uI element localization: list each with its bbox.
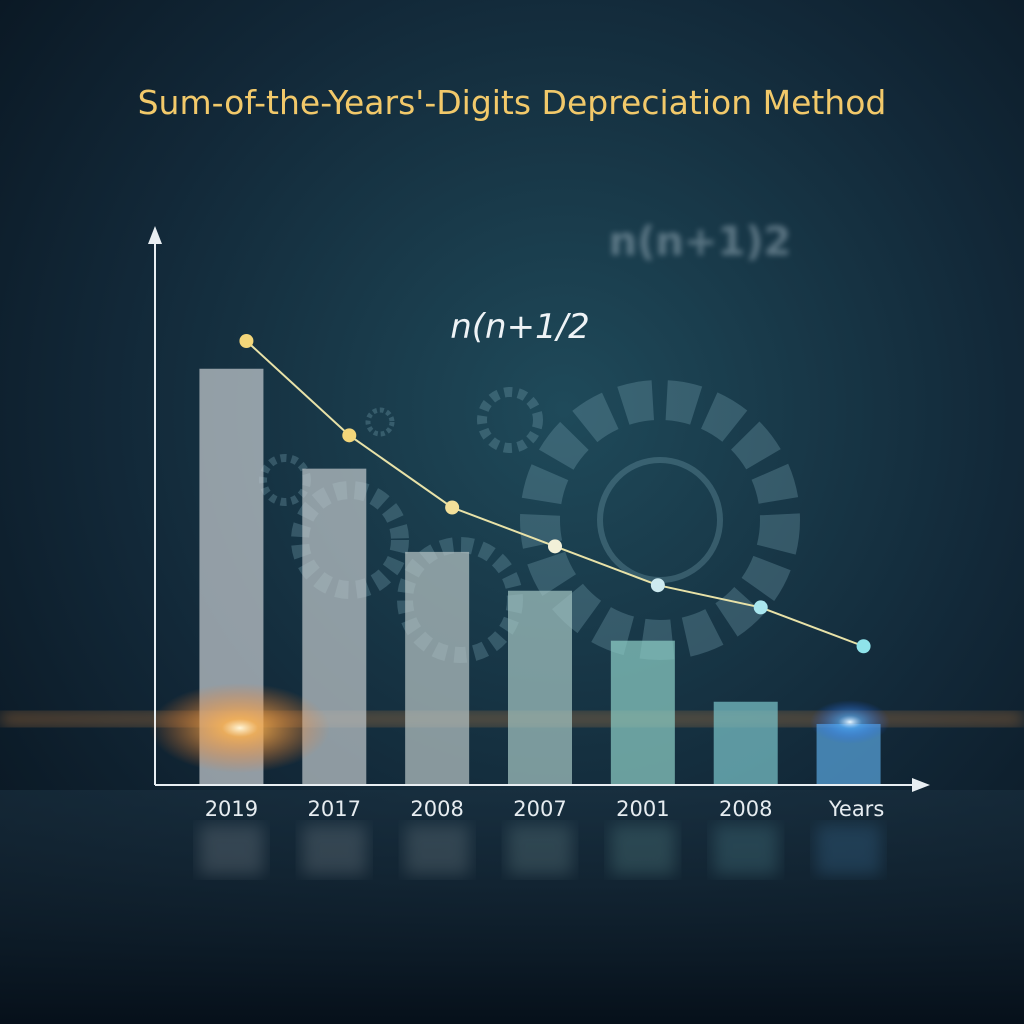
x-axis-arrow — [912, 778, 930, 792]
glow — [150, 683, 330, 773]
line-point — [445, 500, 460, 515]
glow — [810, 700, 890, 744]
bar-reflection — [713, 825, 778, 875]
line-point — [548, 539, 562, 554]
x-tick-label: 2007 — [513, 797, 566, 821]
bar — [610, 640, 675, 785]
x-tick-label: 2008 — [719, 797, 772, 821]
line-point — [753, 600, 768, 615]
formula-blurred: n(n+1)2 — [609, 219, 792, 265]
bar-reflection — [508, 825, 572, 875]
bar — [713, 701, 778, 785]
bar — [508, 590, 572, 785]
bar-reflection — [405, 825, 470, 875]
line-point — [239, 334, 254, 348]
line-point — [856, 639, 871, 654]
bar-reflection — [302, 825, 367, 875]
bar-reflection — [816, 825, 881, 875]
chart-title: Sum-of-the-Years'-Digits Depreciation Me… — [138, 83, 887, 122]
x-tick-label: 2017 — [308, 797, 361, 821]
x-tick-label: 2001 — [616, 797, 669, 821]
bar — [405, 551, 470, 785]
bar-reflection — [199, 825, 264, 875]
bar-reflection — [610, 825, 675, 875]
line-point — [650, 578, 665, 593]
x-tick-label: 2019 — [205, 797, 258, 821]
y-axis-arrow — [148, 226, 162, 244]
x-tick-label: 2008 — [410, 797, 463, 821]
line-point — [342, 428, 357, 443]
formula: n(n+1/2 — [450, 307, 590, 347]
x-axis-label: Years — [828, 797, 884, 821]
